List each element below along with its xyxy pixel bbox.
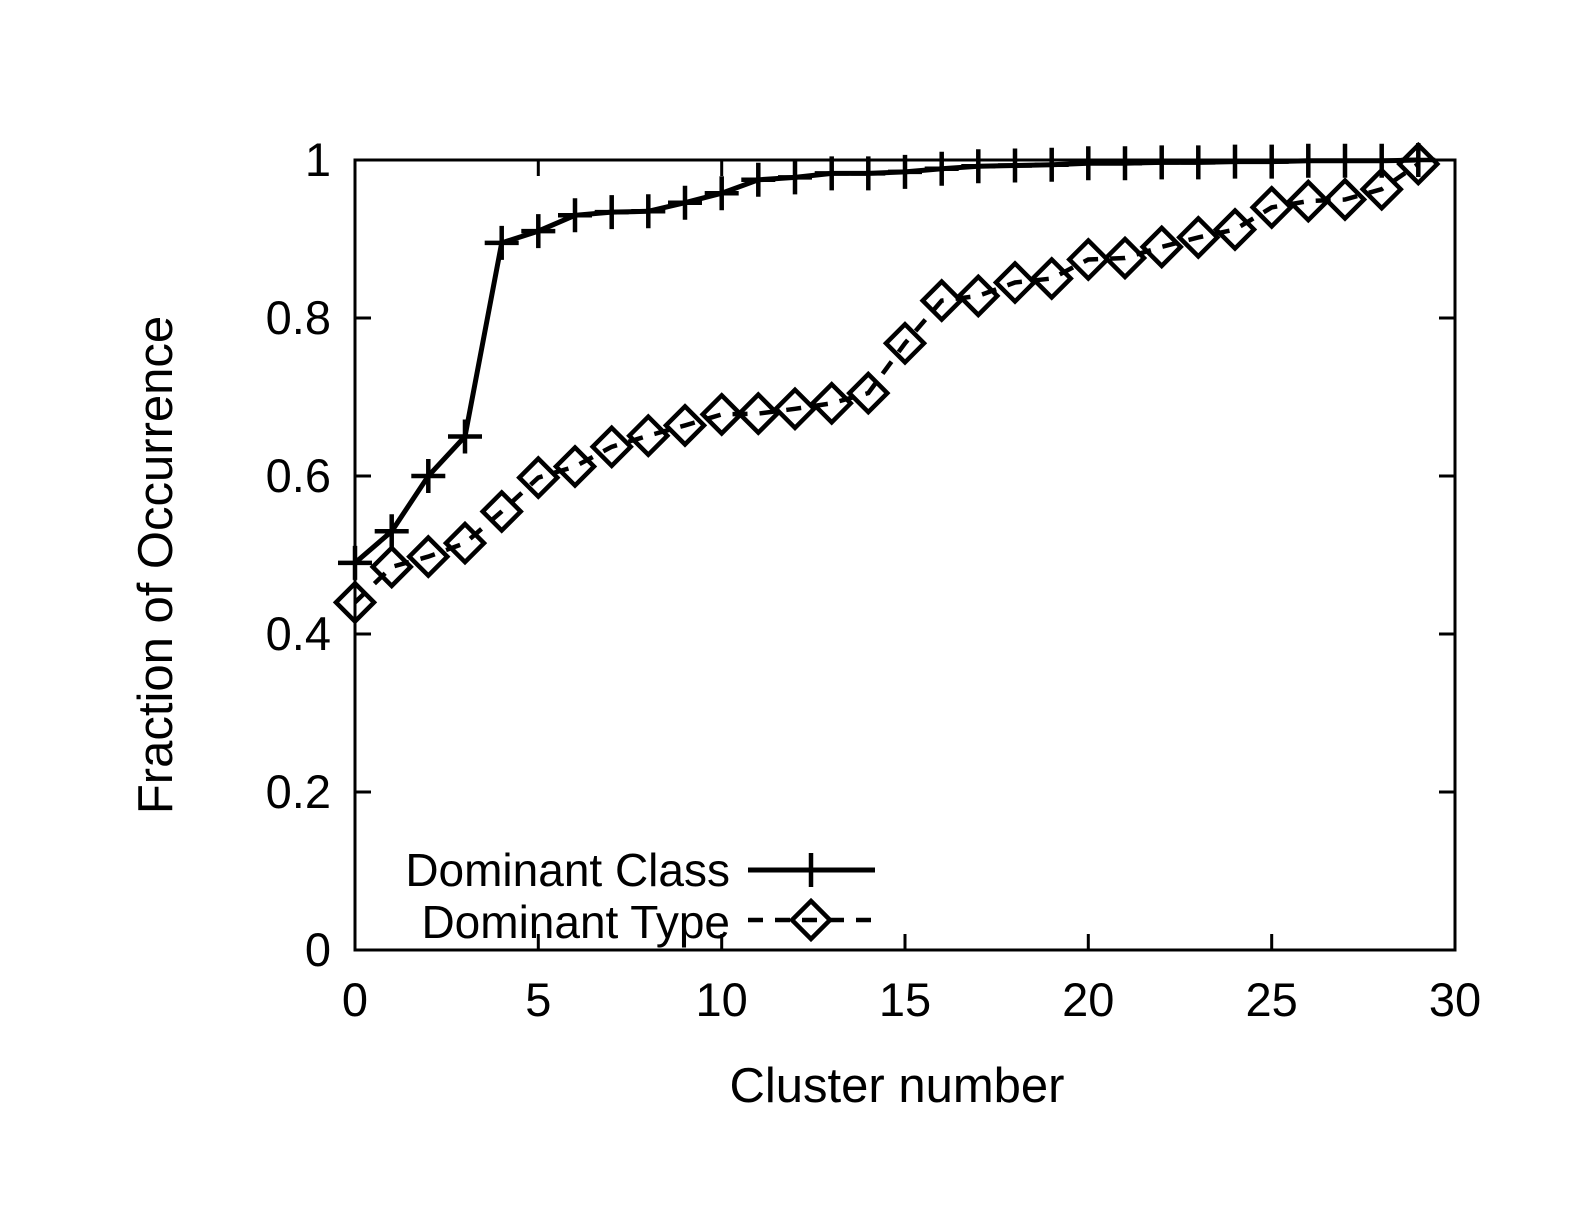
marker-diamond-icon xyxy=(1212,207,1258,252)
marker-plus-icon xyxy=(778,160,812,195)
marker-diamond-icon xyxy=(1359,167,1404,212)
marker-plus-icon xyxy=(1034,147,1069,182)
marker-plus-icon xyxy=(1181,145,1216,180)
marker-diamond-icon xyxy=(369,544,414,590)
marker-diamond-icon xyxy=(1102,235,1148,281)
marker-diamond-icon xyxy=(1066,237,1111,282)
marker-plus-icon xyxy=(594,195,629,230)
marker-plus-icon xyxy=(1328,143,1362,178)
marker-plus-icon xyxy=(998,148,1032,183)
y-tick-label: 0.6 xyxy=(266,449,331,502)
marker-plus-icon xyxy=(961,149,996,184)
x-tick-label: 0 xyxy=(342,973,368,1026)
marker-plus-icon xyxy=(1401,143,1436,177)
marker-diamond-icon xyxy=(626,413,671,458)
marker-diamond-icon xyxy=(846,370,891,416)
marker-plus-icon xyxy=(668,185,702,220)
marker-plus-icon xyxy=(374,514,409,549)
marker-diamond-icon xyxy=(1396,141,1441,187)
marker-diamond-icon xyxy=(479,489,524,534)
marker-diamond-icon xyxy=(662,403,708,448)
marker-diamond-icon xyxy=(552,444,598,489)
marker-diamond-icon xyxy=(992,260,1038,305)
y-axis-label: Fraction of Occurrence xyxy=(129,316,183,814)
marker-plus-icon xyxy=(888,154,922,189)
x-tick-label: 20 xyxy=(1062,973,1114,1026)
marker-plus-icon xyxy=(1108,146,1142,181)
marker-plus-icon xyxy=(448,419,482,454)
x-tick-label: 15 xyxy=(879,973,931,1026)
y-tick-label: 1 xyxy=(305,133,331,186)
legend-diamond-marker-icon xyxy=(788,897,834,943)
marker-plus-icon xyxy=(558,198,592,233)
marker-diamond-icon xyxy=(772,386,818,431)
marker-plus-icon xyxy=(484,225,519,260)
marker-diamond-icon xyxy=(1322,177,1368,222)
series-line-dominant-type xyxy=(353,162,1420,605)
plot-border xyxy=(353,158,1457,952)
y-tick-label: 0.4 xyxy=(266,607,331,660)
marker-plus-icon xyxy=(1254,144,1289,179)
marker-diamond-icon xyxy=(809,381,854,426)
marker-diamond-icon xyxy=(1139,224,1184,270)
marker-plus-icon xyxy=(1218,144,1252,179)
marker-diamond-icon xyxy=(406,534,451,579)
legend-plus-marker-icon xyxy=(794,853,828,887)
marker-plus-icon xyxy=(1291,143,1326,178)
marker-plus-icon xyxy=(1071,146,1106,181)
marker-diamond-icon xyxy=(589,424,634,469)
marker-diamond-icon xyxy=(1029,256,1074,301)
x-tick-label: 10 xyxy=(696,973,748,1026)
y-tick-label: 0.8 xyxy=(266,291,331,344)
marker-plus-icon xyxy=(521,214,556,249)
marker-plus-icon xyxy=(814,156,849,191)
marker-plus-icon xyxy=(1144,145,1179,180)
marker-diamond-icon xyxy=(442,520,488,566)
marker-plus-icon xyxy=(338,545,372,580)
marker-plus-icon xyxy=(924,151,959,186)
legend-label-dominant-class: Dominant Class xyxy=(405,844,730,896)
x-tick-label: 30 xyxy=(1429,973,1481,1026)
marker-plus-icon xyxy=(631,194,666,229)
marker-diamond-icon xyxy=(516,455,561,500)
marker-diamond-icon xyxy=(1249,185,1294,230)
marker-diamond-icon xyxy=(699,392,744,437)
marker-diamond-icon xyxy=(332,580,378,625)
marker-plus-icon xyxy=(741,162,776,197)
marker-diamond-icon xyxy=(919,278,964,323)
y-tick-label: 0 xyxy=(305,923,331,976)
marker-diamond-icon xyxy=(882,321,928,366)
marker-plus-icon xyxy=(704,176,739,211)
marker-diamond-icon xyxy=(1176,215,1221,260)
marker-plus-icon xyxy=(851,156,886,191)
marker-plus-icon xyxy=(411,459,446,493)
marker-diamond-icon xyxy=(956,273,1001,319)
legend-label-dominant-type: Dominant Type xyxy=(421,896,730,948)
x-tick-label: 25 xyxy=(1246,973,1298,1026)
x-tick-label: 5 xyxy=(525,973,551,1026)
marker-diamond-icon xyxy=(1286,178,1331,224)
marker-diamond-icon xyxy=(736,391,781,436)
y-tick-label: 0.2 xyxy=(266,765,331,818)
x-axis-label: Cluster number xyxy=(730,1059,1065,1113)
